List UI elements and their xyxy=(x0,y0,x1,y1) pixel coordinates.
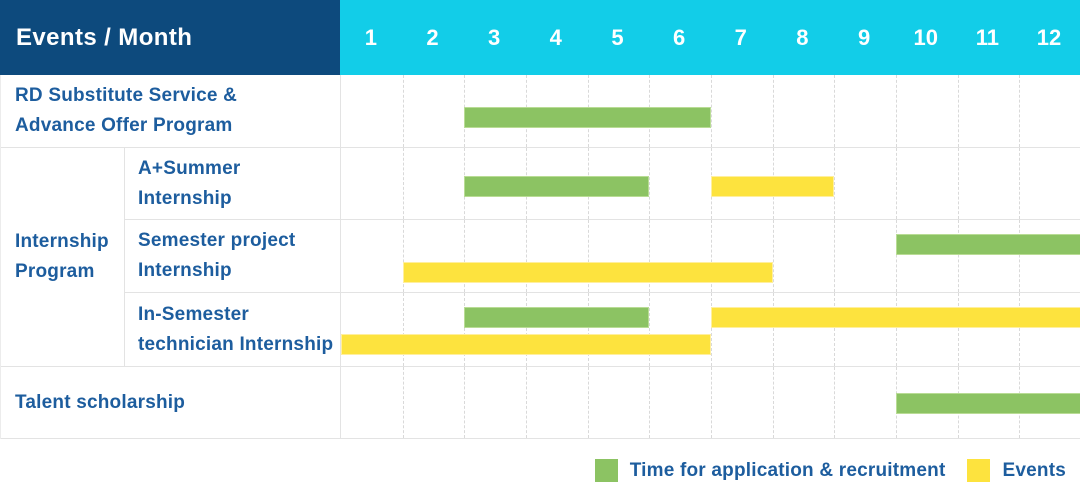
month-gridline xyxy=(957,75,959,147)
row-label-in-semester-technician: In-Semester technician Internship xyxy=(125,293,341,367)
month-gridline xyxy=(1019,148,1021,219)
table-title-cell: Events / Month xyxy=(0,0,340,75)
legend-label-application: Time for application & recruitment xyxy=(629,459,946,481)
table-title: Events / Month xyxy=(16,23,193,51)
chart-row-talent-scholarship xyxy=(341,367,1080,439)
gantt-bar-application xyxy=(895,234,1080,255)
month-gridline xyxy=(834,75,836,147)
month-gridline xyxy=(525,367,527,438)
month-label: 5 xyxy=(611,24,624,50)
month-gridline xyxy=(649,367,651,438)
month-gridline xyxy=(464,367,466,438)
month-gridline xyxy=(402,220,404,292)
month-gridline xyxy=(525,220,527,292)
gantt-bar-event xyxy=(710,307,1080,328)
row-label-rd-substitute: RD Substitute Service & Advance Offer Pr… xyxy=(1,75,341,148)
month-gridline xyxy=(895,75,897,147)
month-header: 1 2 3 4 5 6 7 8 9 10 11 12 xyxy=(340,0,1080,75)
month-label: 2 xyxy=(426,24,439,50)
month-label: 12 xyxy=(1036,24,1062,50)
month-gridline xyxy=(710,75,712,147)
month-gridline xyxy=(834,293,836,366)
month-gridline xyxy=(772,75,774,147)
gantt-bar-event xyxy=(402,262,773,283)
month-gridline xyxy=(525,293,527,366)
month-gridline xyxy=(834,220,836,292)
row-label-semester-project: Semester project Internship xyxy=(125,220,341,293)
month-gridline xyxy=(402,293,404,366)
table-header: Events / Month 1 2 3 4 5 6 7 8 9 10 11 12 xyxy=(0,0,1080,75)
month-gridline xyxy=(895,148,897,219)
gantt-bar-event xyxy=(710,176,835,197)
row-label-a-plus-summer: A+Summer Internship xyxy=(125,148,341,220)
legend-label-events: Events xyxy=(1002,459,1066,481)
application-swatch-icon xyxy=(594,459,618,482)
month-label: 7 xyxy=(734,24,747,50)
month-gridline xyxy=(834,367,836,438)
month-label: 8 xyxy=(796,24,809,50)
events-swatch-icon xyxy=(967,459,991,482)
month-gridline xyxy=(710,220,712,292)
gantt-bar-event xyxy=(341,334,711,355)
month-gridline xyxy=(587,293,589,366)
chart-row-in-semester-technician xyxy=(341,293,1080,367)
chart-row-semester-project xyxy=(341,220,1080,293)
month-label: 4 xyxy=(549,24,562,50)
month-gridline xyxy=(957,148,959,219)
month-label: 11 xyxy=(975,24,1000,50)
month-gridline xyxy=(402,148,404,219)
chart-row-a-plus-summer xyxy=(341,148,1080,220)
row-label-talent-scholarship: Talent scholarship xyxy=(1,367,341,439)
month-gridline xyxy=(710,293,712,366)
month-gridline xyxy=(772,293,774,366)
month-label: 10 xyxy=(913,24,938,50)
gantt-bar-application xyxy=(895,393,1080,414)
month-gridline xyxy=(649,148,651,219)
month-label: 6 xyxy=(672,24,686,50)
gantt-body: RD Substitute Service & Advance Offer Pr… xyxy=(0,75,1080,439)
month-label: 1 xyxy=(364,24,377,50)
gantt-bar-application xyxy=(464,176,650,197)
chart-row-rd-substitute xyxy=(341,75,1080,148)
month-gridline xyxy=(587,220,589,292)
month-gridline xyxy=(402,75,404,147)
month-gridline xyxy=(587,367,589,438)
legend-item-application: Time for application & recruitment xyxy=(594,459,946,482)
month-gridline xyxy=(1019,293,1021,366)
month-gridline xyxy=(957,293,959,366)
legend: Time for application & recruitment Event… xyxy=(594,459,1066,482)
month-gridline xyxy=(1019,75,1021,147)
month-gridline xyxy=(649,220,651,292)
gantt-bar-application xyxy=(464,107,711,128)
month-gridline xyxy=(895,293,897,366)
month-gridline xyxy=(834,148,836,219)
month-gridline xyxy=(649,293,651,366)
month-gridline xyxy=(957,220,959,292)
month-gridline xyxy=(464,293,466,366)
month-gridline xyxy=(895,220,897,292)
gantt-bar-application xyxy=(464,307,650,328)
month-gridline xyxy=(1019,220,1021,292)
month-gridline xyxy=(772,367,774,438)
month-gridline xyxy=(772,220,774,292)
legend-item-events: Events xyxy=(967,459,1066,482)
month-gridline xyxy=(402,367,404,438)
month-label: 9 xyxy=(857,24,871,50)
group-label-internship-program: Internship Program xyxy=(1,148,125,367)
month-label: 3 xyxy=(488,24,501,50)
month-gridline xyxy=(710,367,712,438)
month-gridline xyxy=(464,220,466,292)
